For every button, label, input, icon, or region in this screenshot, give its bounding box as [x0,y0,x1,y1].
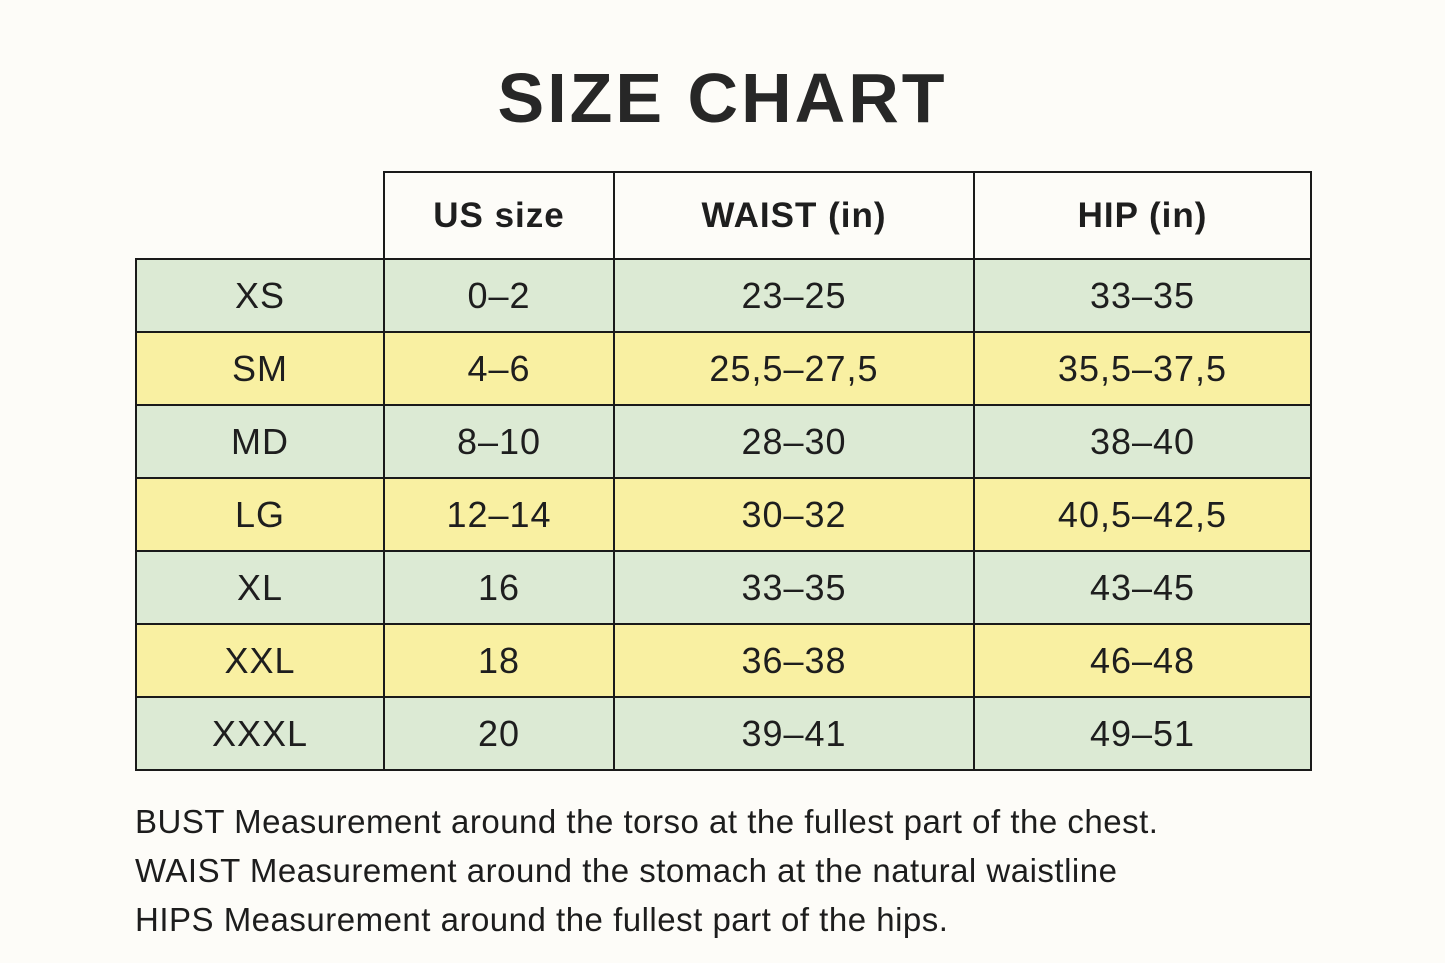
hip-cell: 40,5–42,5 [973,477,1312,552]
table-row: XXL 18 36–38 46–48 [135,623,1312,698]
hips-note: HIPS Measurement around the fullest part… [135,901,949,938]
hip-cell: 46–48 [973,623,1312,698]
col-header-waist: WAIST (in) [613,171,975,260]
size-cell: XL [135,550,385,625]
size-chart-table-container: US size WAIST (in) HIP (in) XS 0–2 23–25… [135,171,1312,771]
waist-cell: 33–35 [613,550,975,625]
measurement-notes: BUST Measurement around the torso at the… [135,797,1158,944]
corner-blank-cell [136,172,384,259]
hip-cell: 35,5–37,5 [973,331,1312,406]
col-header-us-size: US size [383,171,615,260]
table-row: LG 12–14 30–32 40,5–42,5 [135,477,1312,552]
waist-note: WAIST Measurement around the stomach at … [135,852,1118,889]
waist-cell: 30–32 [613,477,975,552]
waist-cell: 36–38 [613,623,975,698]
waist-cell: 23–25 [613,258,975,333]
table-header-row: US size WAIST (in) HIP (in) [136,171,1312,260]
us-size-cell: 20 [383,696,615,771]
us-size-cell: 12–14 [383,477,615,552]
size-cell: SM [135,331,385,406]
table-row: SM 4–6 25,5–27,5 35,5–37,5 [135,331,1312,406]
table-row: XL 16 33–35 43–45 [135,550,1312,625]
us-size-cell: 0–2 [383,258,615,333]
us-size-cell: 16 [383,550,615,625]
size-cell: MD [135,404,385,479]
hip-cell: 38–40 [973,404,1312,479]
size-cell: XXL [135,623,385,698]
size-cell: LG [135,477,385,552]
size-cell: XS [135,258,385,333]
us-size-cell: 18 [383,623,615,698]
us-size-cell: 4–6 [383,331,615,406]
col-header-hip: HIP (in) [973,171,1312,260]
page-title: SIZE CHART [497,59,948,137]
table-row: XXXL 20 39–41 49–51 [135,696,1312,771]
us-size-cell: 8–10 [383,404,615,479]
waist-cell: 39–41 [613,696,975,771]
waist-cell: 25,5–27,5 [613,331,975,406]
table-row: MD 8–10 28–30 38–40 [135,404,1312,479]
hip-cell: 33–35 [973,258,1312,333]
hip-cell: 43–45 [973,550,1312,625]
size-chart-table: US size WAIST (in) HIP (in) XS 0–2 23–25… [135,171,1312,771]
waist-cell: 28–30 [613,404,975,479]
bust-note: BUST Measurement around the torso at the… [135,803,1159,840]
size-cell: XXXL [135,696,385,771]
hip-cell: 49–51 [973,696,1312,771]
table-row: XS 0–2 23–25 33–35 [135,258,1312,333]
